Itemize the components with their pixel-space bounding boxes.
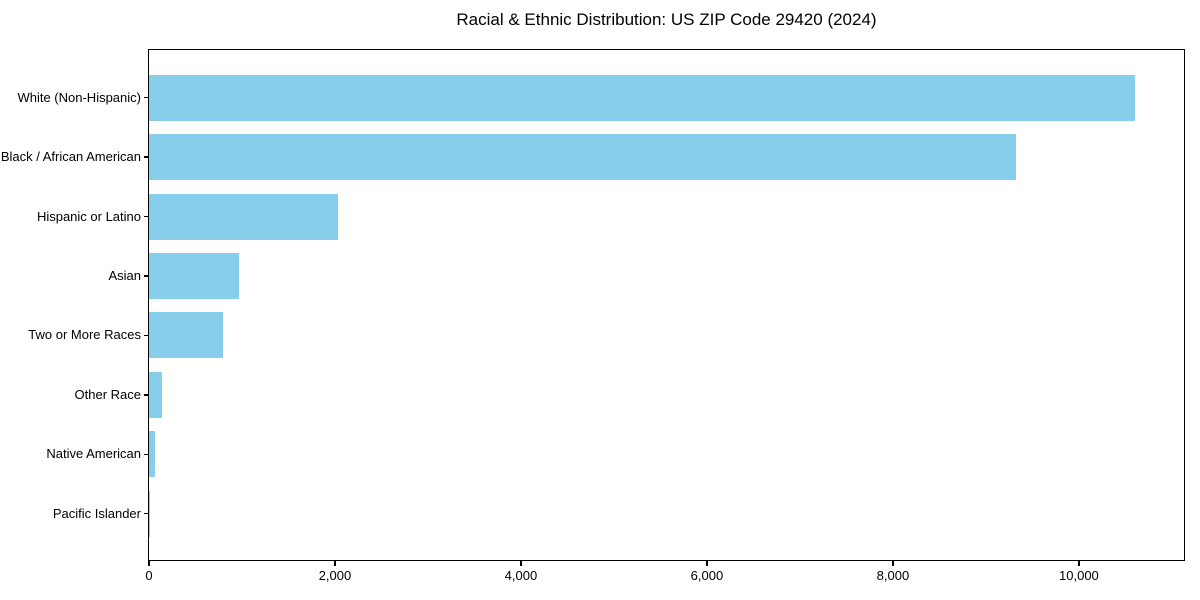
x-tick-mark: [148, 561, 150, 566]
bar-two-or-more-races: [149, 312, 223, 359]
x-tick-mark: [706, 561, 708, 566]
y-tick-label-other-race: Other Race: [74, 386, 141, 402]
y-tick-label-asian: Asian: [108, 267, 141, 283]
y-tick-label-hispanic-or-latino: Hispanic or Latino: [36, 208, 141, 224]
x-tick-label-8000: 8,000: [876, 568, 910, 583]
bar-hispanic-or-latino: [149, 193, 338, 240]
y-tick-label-white-non-hispanic: White (Non-Hispanic): [17, 89, 141, 105]
y-tick-mark: [144, 275, 149, 277]
x-tick-label-4000: 4,000: [504, 568, 538, 583]
x-tick-mark: [520, 561, 522, 566]
y-tick-mark: [144, 96, 149, 99]
plot-area: [148, 49, 1185, 561]
x-tick-mark: [334, 561, 336, 566]
x-tick-label-0: 0: [145, 568, 153, 583]
bar-other-race: [149, 371, 162, 418]
y-tick-mark: [144, 156, 149, 158]
y-tick-mark: [144, 215, 149, 218]
bar-white-non-hispanic: [149, 74, 1135, 121]
chart-title: Racial & Ethnic Distribution: US ZIP Cod…: [456, 10, 877, 29]
x-tick-label-6000: 6,000: [690, 568, 724, 583]
y-tick-mark: [144, 394, 149, 396]
x-tick-mark: [1078, 561, 1080, 566]
bar-native-american: [149, 431, 155, 478]
y-tick-label-two-or-more-races: Two or More Races: [28, 327, 141, 343]
y-tick-label-black-african-american: Black / African American: [0, 149, 141, 165]
y-tick-mark: [144, 453, 149, 456]
bar-asian: [149, 252, 240, 299]
x-tick-label-2000: 2,000: [318, 568, 352, 583]
bar-pacific-islander: [149, 490, 150, 537]
x-tick-label-10000: 10,000: [1059, 568, 1099, 583]
y-tick-label-pacific-islander: Pacific Islander: [52, 505, 141, 521]
bar-black-african-american: [149, 134, 1016, 181]
y-tick-mark: [144, 512, 149, 515]
y-tick-mark: [144, 334, 149, 337]
y-tick-label-native-american: Native American: [46, 446, 141, 462]
x-tick-mark: [892, 561, 894, 566]
